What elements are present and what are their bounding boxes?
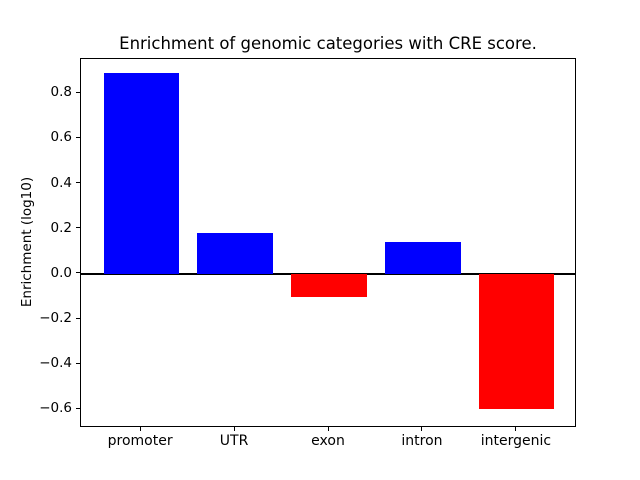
bar-exon xyxy=(291,273,367,297)
y-tick-label: 0.0 xyxy=(50,264,72,281)
y-tick-label: −0.2 xyxy=(39,310,72,327)
x-tick-label-exon: exon xyxy=(311,433,345,449)
y-tick-mark xyxy=(76,227,80,229)
bar-intron xyxy=(385,242,461,274)
x-tick-label-intergenic: intergenic xyxy=(480,433,552,449)
y-tick-mark xyxy=(76,136,80,138)
x-tick-mark xyxy=(515,427,517,431)
bar-intergenic xyxy=(479,273,555,410)
y-tick-mark xyxy=(76,272,80,274)
bar-UTR xyxy=(197,233,273,274)
y-tick-mark xyxy=(76,182,80,184)
x-tick-label-intron: intron xyxy=(401,433,443,449)
plot-area xyxy=(80,58,576,427)
y-tick-mark xyxy=(76,362,80,364)
x-tick-mark xyxy=(139,427,141,431)
x-tick-label-UTR: UTR xyxy=(219,433,249,449)
y-tick-label: −0.4 xyxy=(39,355,72,372)
y-tick-label: 0.6 xyxy=(50,129,72,146)
bar-promoter xyxy=(103,73,179,274)
y-tick-mark xyxy=(76,317,80,319)
y-tick-mark xyxy=(76,407,80,409)
x-tick-mark xyxy=(421,427,423,431)
y-tick-label: 0.2 xyxy=(50,219,72,236)
y-tick-label: −0.6 xyxy=(39,400,72,417)
y-tick-label: 0.4 xyxy=(50,174,72,191)
y-axis-label: Enrichment (log10) xyxy=(19,176,35,308)
y-tick-mark xyxy=(76,91,80,93)
y-tick-label: 0.8 xyxy=(50,84,72,101)
x-tick-mark xyxy=(233,427,235,431)
x-tick-label-promoter: promoter xyxy=(107,433,173,449)
chart-title: Enrichment of genomic categories with CR… xyxy=(119,34,537,53)
x-tick-mark xyxy=(327,427,329,431)
